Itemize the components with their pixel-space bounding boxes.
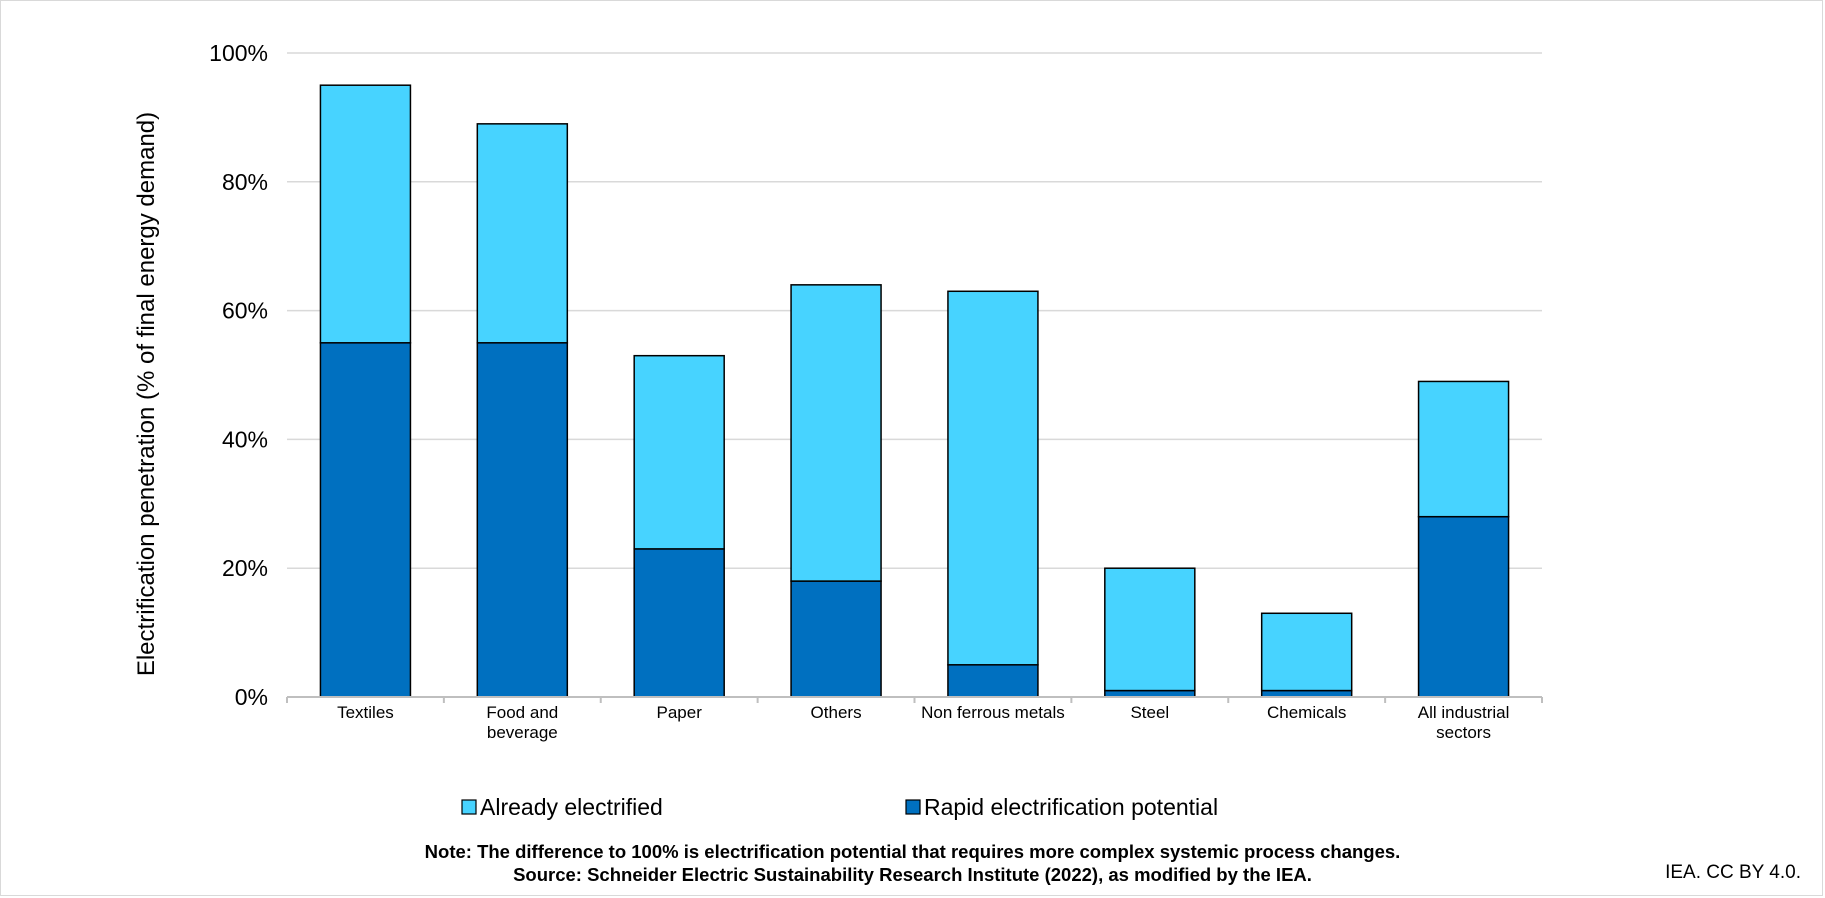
legend-swatch (461, 799, 477, 815)
x-tick-label: Food and (486, 703, 558, 722)
bar-segment (790, 284, 882, 582)
axes (286, 696, 1543, 703)
y-tick-label: 100% (209, 40, 268, 66)
legend-swatch (905, 799, 921, 815)
x-tick-label: sectors (1436, 723, 1491, 742)
bar-segment (1104, 567, 1196, 692)
legend: Already electrified Rapid electrification… (461, 794, 1218, 820)
bar-segment (1417, 515, 1510, 698)
legend-label: Rapid electrification potential (924, 794, 1218, 820)
gridlines (287, 52, 1542, 569)
bar-segment (319, 84, 412, 344)
y-tick-label: 60% (222, 298, 268, 324)
bar-segment (476, 123, 569, 344)
x-tick-label: Chemicals (1267, 703, 1346, 722)
y-axis-label: Electrification penetration (% of final … (133, 112, 160, 676)
y-tick-label: 80% (222, 169, 268, 195)
chart-note: Note: The difference to 100% is electrif… (424, 841, 1401, 862)
x-tick-label: Textiles (337, 703, 394, 722)
bar-segment (1417, 380, 1510, 518)
y-tick-label: 0% (235, 684, 268, 710)
x-tick-label: Paper (657, 703, 703, 722)
bar-segment (790, 580, 882, 698)
bars (319, 84, 1510, 698)
x-tick-label: Others (811, 703, 862, 722)
bar-segment (633, 548, 725, 698)
chart-source: Source: Schneider Electric Sustainabilit… (513, 864, 1312, 885)
x-tick-label: beverage (487, 723, 558, 742)
x-tick-label: Non ferrous metals (921, 703, 1065, 722)
x-tick-label: All industrial (1418, 703, 1510, 722)
bar-segment (633, 354, 725, 550)
bar-segment (947, 290, 1039, 666)
bar-segment (947, 664, 1039, 698)
x-tick-label: Steel (1130, 703, 1169, 722)
y-tick-label: 20% (222, 555, 268, 581)
bar-segment (476, 342, 569, 698)
y-tick-labels: 0% 20% 40% 60% 80% 100% (209, 40, 268, 710)
legend-label: Already electrified (480, 794, 663, 820)
bar-segment (319, 342, 412, 698)
y-tick-label: 40% (222, 426, 268, 452)
bar-segment (1260, 612, 1353, 692)
license-credit: IEA. CC BY 4.0. (1665, 862, 1801, 883)
